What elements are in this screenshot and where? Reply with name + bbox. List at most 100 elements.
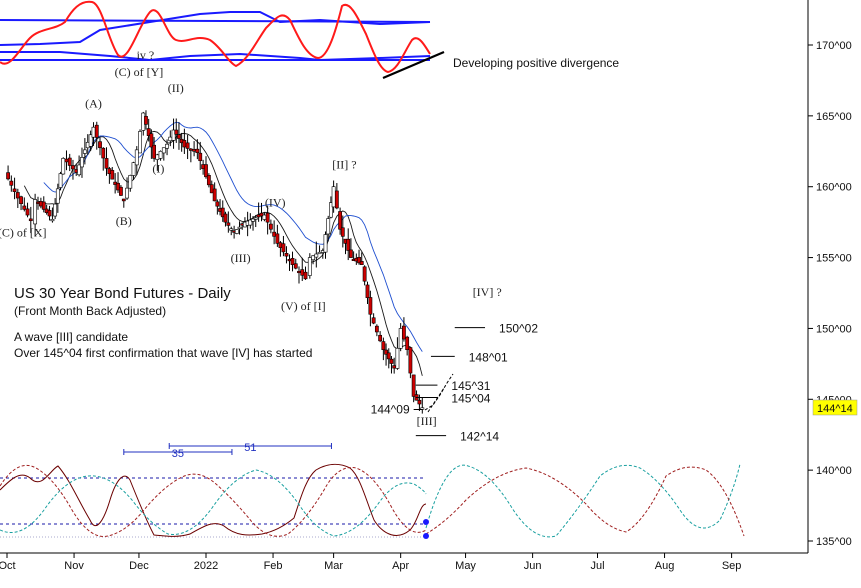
candle-body (9, 180, 14, 186)
x-tick-label: Feb (264, 560, 283, 572)
candle-body (128, 175, 133, 189)
wave-label: (I) (152, 162, 164, 176)
candle-body (398, 328, 403, 349)
price-level-label: 148^01 (469, 350, 508, 364)
wave-label: [IV] ? (473, 285, 502, 299)
candle-body (275, 233, 280, 244)
price-level-label: 142^14 (460, 430, 499, 444)
candle-body (119, 186, 123, 196)
candle-body (303, 271, 308, 280)
projection-dashed-path (424, 373, 454, 411)
y-axis: 135^00140^00145^00150^00155^00160^00165^… (808, 40, 852, 548)
cycle-marker-top (423, 519, 429, 525)
last-price-label: 144^14 (817, 403, 853, 415)
x-tick-label: May (455, 560, 476, 572)
candle-body (411, 374, 416, 397)
candle-body (25, 208, 30, 216)
candle-body (297, 270, 301, 274)
candle-body (359, 261, 364, 265)
candle-body (346, 238, 351, 251)
candle-body (12, 188, 17, 192)
candle-body (67, 157, 72, 166)
price-candles (6, 110, 425, 414)
candle-body (281, 243, 286, 253)
cycle-projection-red (425, 466, 745, 537)
candle-body (220, 207, 225, 218)
wave-label: (III) (231, 251, 251, 265)
candle-body (420, 407, 425, 410)
candle-body (104, 158, 109, 169)
candle-body (138, 131, 142, 154)
y-tick-label: 155^00 (816, 253, 852, 265)
candle-body (287, 259, 292, 262)
candle-body (290, 258, 295, 265)
candle-body (262, 214, 267, 220)
candle-body (158, 150, 163, 159)
candle-body (204, 164, 208, 178)
cycle-projection-teal (425, 463, 741, 538)
oscillator-upper-band-left (0, 11, 431, 46)
cycle-spans: 35 51 (123, 442, 332, 460)
candle-body (121, 198, 126, 202)
candle-body (61, 158, 66, 175)
candle-body (417, 399, 422, 405)
candle-body (6, 172, 10, 180)
candle-body (248, 219, 253, 226)
candle-body (152, 144, 156, 159)
cycle-span-label: 51 (244, 442, 256, 454)
price-level-label: 144^09 (371, 402, 410, 416)
candle-body (110, 170, 115, 180)
cycle-panel (0, 463, 745, 539)
x-tick-label: Nov (64, 560, 84, 572)
wave-label: (C) of [X] (0, 225, 46, 239)
candle-body (223, 213, 228, 223)
candle-body (192, 149, 196, 152)
oscillator-panel: Developing positive divergence (0, 0, 619, 80)
wave-labels: (C) of [X] (A) (B) (C) of [Y] iv ? (II) (I) (II… (0, 48, 502, 428)
candle-body (64, 158, 69, 163)
candle-body (314, 253, 319, 258)
candle-body (47, 210, 52, 217)
candle-body (234, 229, 239, 234)
divergence-trendline (382, 50, 445, 80)
candle-body (334, 190, 339, 209)
candle-body (226, 222, 231, 226)
candle-body (402, 325, 406, 340)
candle-body (94, 124, 99, 138)
y-tick-label: 170^00 (816, 40, 852, 52)
candle-body (146, 128, 151, 136)
candle-body (371, 317, 376, 324)
cycle-marker-bottom (423, 533, 429, 539)
wave-label: (IV) (265, 196, 286, 210)
note-line-2: Over 145^04 first confirmation that wave… (14, 346, 312, 360)
last-price-marker: 144^14 (812, 399, 858, 416)
candle-body (188, 148, 193, 151)
x-tick-label: Aug (655, 560, 675, 572)
candle-body (265, 212, 270, 223)
oscillator-line (0, 0, 431, 74)
candle-body (349, 249, 353, 258)
candle-body (365, 284, 370, 299)
candle-body (144, 116, 148, 125)
candle-body (33, 199, 38, 225)
wave-label: (II) (168, 81, 184, 95)
candle-body (82, 149, 87, 154)
candle-body (311, 255, 315, 261)
candle-body (331, 186, 336, 208)
candle-body (386, 352, 391, 360)
candle-body (307, 257, 312, 276)
candle-body (374, 325, 379, 333)
cycle-span-label: 35 (172, 448, 184, 460)
candle-body (55, 188, 60, 204)
candle-body (88, 134, 93, 147)
y-tick-label: 165^00 (816, 111, 852, 123)
candle-body (408, 347, 413, 374)
candle-body (41, 201, 46, 210)
candle-body (378, 334, 383, 342)
candle-body (389, 358, 394, 364)
candle-body (50, 219, 55, 222)
candle-body (215, 201, 220, 207)
y-tick-label: 140^00 (816, 465, 852, 477)
candle-body (125, 187, 129, 199)
